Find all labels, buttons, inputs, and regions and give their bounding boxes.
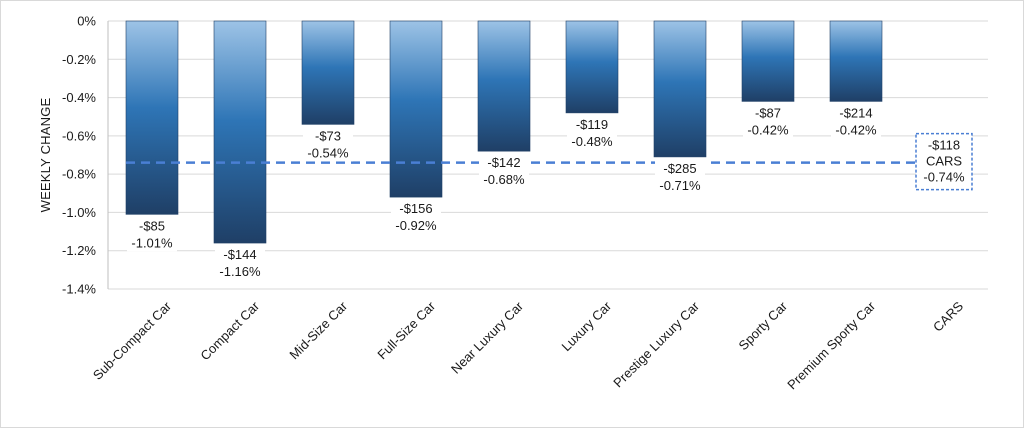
x-tick-label: Luxury Car [559,298,615,354]
bar [125,20,179,215]
data-label-dollar: -$214 [839,105,872,120]
bar [301,20,355,125]
data-label-background [303,127,353,162]
data-label-dollar: -$156 [399,201,432,216]
x-tick-label: Mid-Size Car [286,298,350,362]
bar [477,20,531,152]
x-tick-label: Near Luxury Car [448,298,527,377]
x-tick-label: Sub-Compact Car [90,298,175,383]
data-label-background [215,246,265,281]
data-label-percent: -0.92% [395,218,437,233]
bar [213,20,267,244]
bar [389,20,443,198]
data-label-background [479,154,529,189]
x-tick-label: Compact Car [197,298,262,363]
data-label-background [391,200,441,235]
data-label-dollar: -$73 [315,128,341,143]
data-label-background [567,115,617,150]
reference-label-name: CARS [926,154,962,169]
data-label-dollar: -$87 [755,105,781,120]
x-tick-label: Full-Size Car [374,298,438,362]
data-label-background [127,217,177,252]
y-tick-label: -1.4% [62,282,96,297]
y-tick-label: -0.4% [62,90,96,105]
data-label-background [831,104,881,139]
data-label-percent: -0.48% [571,134,613,149]
y-tick-label: -1.2% [62,243,96,258]
x-tick-label: Prestige Luxury Car [610,298,702,390]
data-label-percent: -0.42% [747,122,789,137]
data-label-percent: -1.16% [219,264,261,279]
data-label-background [743,104,793,139]
bar [741,20,795,102]
bar [829,20,883,102]
data-label-dollar: -$119 [576,117,608,132]
data-label-percent: -1.01% [131,235,173,250]
data-label-percent: -0.54% [307,145,349,160]
data-label-dollar: -$144 [223,247,256,262]
reference-label-percent: -0.74% [923,170,965,185]
bars [125,20,883,244]
data-labels: -$85 -1.01% -$144 -1.16% -$73 -0.54% -$156 -0.9… [127,104,881,281]
data-label-percent: -0.71% [659,178,701,193]
data-label-dollar: -$85 [139,218,165,233]
y-tick-label: 0% [77,14,96,29]
data-label-percent: -0.68% [483,172,525,187]
bar [653,20,707,158]
y-tick-label: -0.6% [62,128,96,143]
y-tick-label: -0.2% [62,52,96,67]
data-label-dollar: -$142 [487,155,520,170]
x-tick-label: Premium Sporty Car [784,298,878,392]
y-tick-label: -1.0% [62,205,96,220]
reference-label-dollar: -$118 [928,138,960,153]
data-label-dollar: -$285 [663,161,696,176]
x-tick-label: CARS [930,298,966,334]
x-tick-label: Sporty Car [736,298,791,353]
bar [565,20,619,114]
reference-annotation-box [915,132,973,191]
y-tick-label: -0.8% [62,167,96,182]
y-axis-label: WEEKLY CHANGE [38,97,53,212]
data-label-background [655,159,705,194]
data-label-percent: -0.42% [835,122,877,137]
